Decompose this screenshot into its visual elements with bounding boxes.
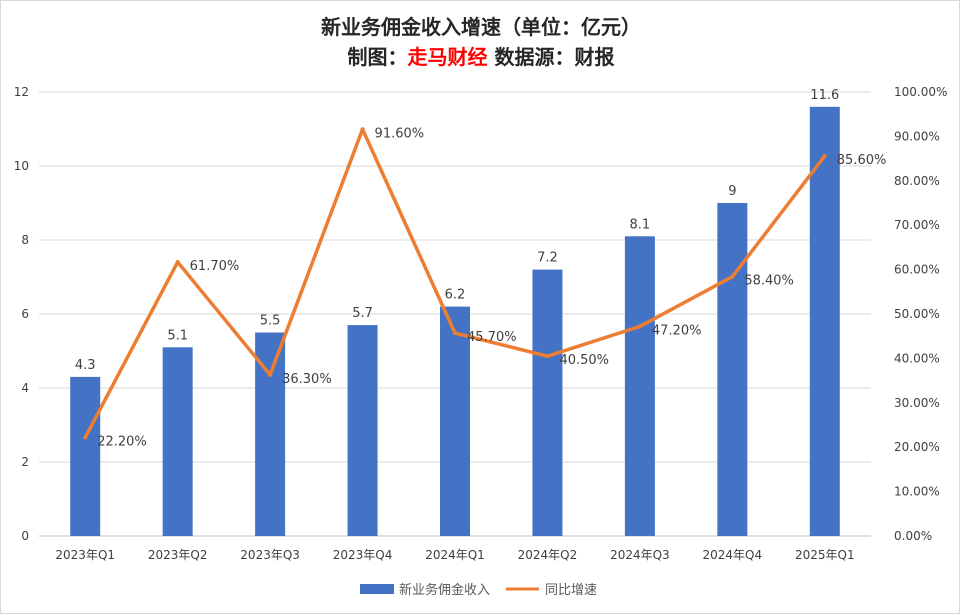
right-tick-label: 10.00% bbox=[894, 485, 940, 499]
bar bbox=[255, 332, 286, 536]
bar-data-label: 6.2 bbox=[445, 288, 466, 303]
line-data-label: 61.70% bbox=[190, 259, 240, 274]
title-line-2: 制图：走马财经 数据源：财报 bbox=[348, 45, 615, 69]
x-tick-label: 2023年Q1 bbox=[55, 548, 115, 562]
title-line-1: 新业务佣金收入增速（单位：亿元） bbox=[321, 15, 641, 39]
line-point bbox=[83, 435, 88, 440]
x-tick-label: 2024年Q3 bbox=[610, 548, 670, 562]
bar-series bbox=[70, 106, 840, 537]
bar-data-label: 8.1 bbox=[630, 217, 651, 232]
x-tick-label: 2024年Q4 bbox=[703, 548, 763, 562]
bar bbox=[532, 269, 563, 536]
line-data-label: 36.30% bbox=[282, 372, 332, 387]
right-tick-label: 40.00% bbox=[894, 351, 940, 365]
right-tick-label: 90.00% bbox=[894, 129, 940, 143]
legend-swatch-bar bbox=[360, 584, 394, 594]
x-tick-label: 2023年Q2 bbox=[148, 548, 208, 562]
line-point bbox=[360, 127, 365, 132]
bar bbox=[70, 376, 101, 536]
x-tick-label: 2023年Q3 bbox=[240, 548, 300, 562]
line-data-label: 91.60% bbox=[375, 126, 425, 141]
legend-label-line: 同比增速 bbox=[545, 583, 597, 598]
line-data-labels: 22.20% 61.70% 36.30% 91.60% 45.70% 40.50% 47.2… bbox=[97, 126, 886, 449]
left-tick-label: 2 bbox=[21, 455, 29, 469]
bar-data-label: 7.2 bbox=[537, 251, 558, 266]
x-tick-label: 2024年Q2 bbox=[518, 548, 578, 562]
bar-data-label: 5.5 bbox=[260, 314, 281, 329]
left-tick-label: 12 bbox=[14, 85, 29, 99]
title-brand: 走马财经 bbox=[408, 45, 488, 69]
right-tick-label: 0.00% bbox=[894, 529, 932, 543]
bar bbox=[162, 347, 193, 536]
line-data-label: 85.60% bbox=[837, 153, 887, 168]
x-tick-label: 2023年Q4 bbox=[333, 548, 393, 562]
line-data-label: 40.50% bbox=[559, 353, 609, 368]
bar bbox=[624, 236, 655, 537]
x-axis: 2023年Q1 2023年Q2 2023年Q3 2023年Q4 2024年Q1 2024年… bbox=[55, 548, 854, 562]
title-suffix: 数据源：财报 bbox=[488, 45, 615, 69]
bar bbox=[440, 306, 470, 536]
right-axis: 0.00% 10.00% 20.00% 30.00% 40.00% 50.00% 60.00… bbox=[894, 85, 947, 543]
left-tick-label: 8 bbox=[21, 233, 29, 247]
bar bbox=[717, 203, 748, 536]
chart-title: 新业务佣金收入增速（单位：亿元） 制图：走马财经 数据源：财报 bbox=[321, 15, 641, 69]
bar-data-label: 11.6 bbox=[810, 88, 839, 103]
bar bbox=[347, 325, 378, 536]
right-tick-label: 100.00% bbox=[894, 85, 947, 99]
legend: 新业务佣金收入 同比增速 bbox=[360, 582, 597, 598]
line-data-label: 58.40% bbox=[744, 274, 794, 289]
line-point bbox=[268, 372, 273, 377]
x-tick-label: 2025年Q1 bbox=[795, 548, 855, 562]
left-tick-label: 0 bbox=[21, 529, 29, 543]
line-point bbox=[175, 260, 180, 265]
line-point bbox=[637, 324, 642, 329]
left-tick-label: 6 bbox=[21, 307, 29, 321]
bar bbox=[809, 106, 840, 537]
bar-data-label: 5.7 bbox=[352, 306, 373, 321]
line-data-label: 22.20% bbox=[97, 434, 147, 449]
left-axis: 0 2 4 6 8 10 12 bbox=[14, 85, 29, 543]
line-point bbox=[822, 153, 827, 158]
line-data-label: 47.20% bbox=[652, 323, 702, 338]
x-tick-label: 2024年Q1 bbox=[425, 548, 485, 562]
right-tick-label: 30.00% bbox=[894, 396, 940, 410]
bar-data-label: 9 bbox=[728, 184, 736, 199]
bar-data-labels: 4.3 5.1 5.5 5.7 6.2 7.2 8.1 9 11.6 bbox=[75, 88, 839, 373]
right-tick-label: 70.00% bbox=[894, 218, 940, 232]
bar-data-label: 4.3 bbox=[75, 358, 96, 373]
bar-data-label: 5.1 bbox=[167, 328, 188, 343]
line-data-label: 45.70% bbox=[467, 330, 517, 345]
legend-label-bar: 新业务佣金收入 bbox=[399, 582, 490, 598]
line-point bbox=[545, 354, 550, 359]
left-tick-label: 10 bbox=[14, 159, 29, 173]
left-tick-label: 4 bbox=[21, 381, 29, 395]
line-series bbox=[83, 127, 827, 440]
right-tick-label: 80.00% bbox=[894, 174, 940, 188]
right-tick-label: 50.00% bbox=[894, 307, 940, 321]
right-tick-label: 20.00% bbox=[894, 440, 940, 454]
line-point bbox=[730, 274, 735, 279]
title-prefix: 制图： bbox=[348, 45, 408, 69]
right-tick-label: 60.00% bbox=[894, 263, 940, 277]
line-point bbox=[453, 331, 457, 336]
